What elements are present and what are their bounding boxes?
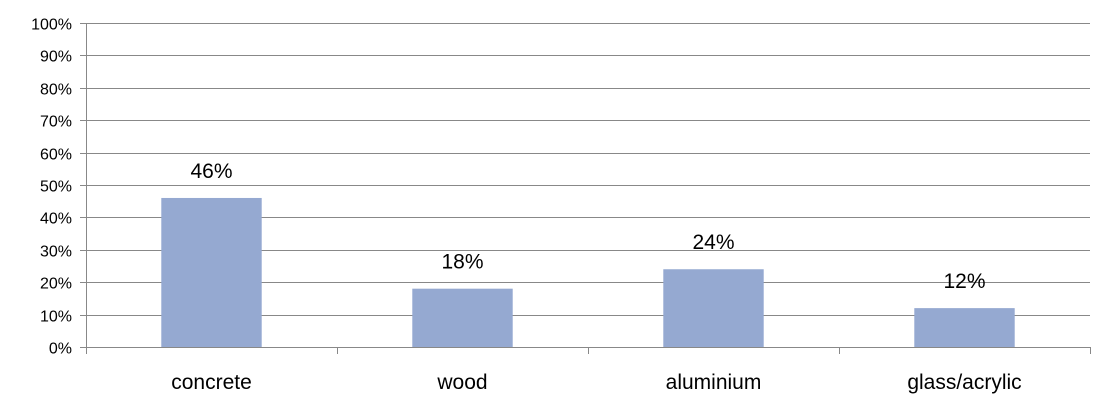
y-tick-label: 80%	[40, 82, 72, 99]
y-tick-label: 20%	[40, 276, 72, 293]
y-tick-label: 90%	[40, 49, 72, 66]
x-category-label: aluminium	[666, 371, 762, 394]
y-tick-label: 50%	[40, 179, 72, 196]
y-tick-label: 60%	[40, 147, 72, 164]
data-label: 24%	[692, 231, 734, 254]
x-category-label: glass/acrylic	[907, 371, 1021, 394]
x-category-label: concrete	[171, 371, 252, 394]
y-tick-label: 10%	[40, 309, 72, 326]
data-label: 46%	[190, 160, 232, 183]
data-label: 12%	[943, 270, 985, 293]
bar-glass-acrylic	[914, 308, 1015, 347]
y-tick-label: 70%	[40, 114, 72, 131]
data-label: 18%	[441, 251, 483, 274]
x-category-label: wood	[436, 371, 487, 394]
y-tick-label: 0%	[49, 341, 72, 358]
y-tick-label: 100%	[31, 17, 72, 34]
bars	[161, 197, 1015, 347]
y-tick-label: 30%	[40, 244, 72, 261]
labels: 0% 10% 20% 30% 40% 50% 60% 70% 80% 90% 100% 46% conc…	[31, 17, 1022, 394]
y-tick-label: 40%	[40, 211, 72, 228]
axes	[80, 23, 1091, 354]
bar-wood	[412, 288, 513, 347]
bar-concrete	[161, 197, 262, 347]
bar-aluminium	[663, 269, 764, 347]
